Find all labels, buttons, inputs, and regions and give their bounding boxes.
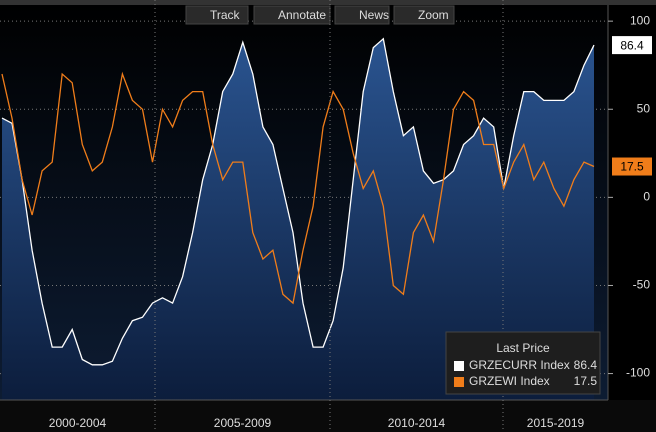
toolbar-label[interactable]: Annotate <box>278 8 326 22</box>
legend: Last Price GRZECURR Index 86.4 GRZEWI Index… <box>445 331 601 395</box>
last-price-tag <box>612 157 652 176</box>
last-price-label: 86.4 <box>620 38 644 52</box>
legend-title: Last Price <box>496 341 550 355</box>
top-bar <box>0 0 656 5</box>
toolbar-label[interactable]: Zoom <box>418 8 449 22</box>
toolbar-label[interactable]: Track <box>210 8 241 22</box>
y-tick-label: 0 <box>643 190 650 204</box>
y-tick-label: 100 <box>630 13 650 27</box>
legend-value: 86.4 <box>574 358 598 372</box>
legend-label: GRZECURR Index <box>469 358 570 372</box>
toolbar-label[interactable]: News <box>359 8 389 22</box>
toolbar-button[interactable] <box>185 5 249 25</box>
x-tick-label: 2015-2019 <box>527 416 585 430</box>
series-line <box>1 37 595 366</box>
series-line <box>1 71 595 305</box>
x-tick-label: 2010-2014 <box>388 416 446 430</box>
last-price-label: 17.5 <box>620 160 644 174</box>
series-area <box>2 38 594 401</box>
last-price-tag <box>612 36 652 55</box>
y-tick-label: -50 <box>633 278 651 292</box>
legend-label: GRZEWI Index <box>469 374 550 388</box>
legend-box <box>445 331 601 395</box>
x-tick-label: 2005-2009 <box>214 416 272 430</box>
legend-swatch <box>454 377 464 387</box>
legend-value: 17.5 <box>574 374 598 388</box>
y-tick-label: -100 <box>626 366 650 380</box>
toolbar-button[interactable] <box>253 5 331 25</box>
toolbar-button[interactable] <box>393 5 455 25</box>
x-axis-band <box>0 400 656 432</box>
y-tick-label: 50 <box>637 101 651 115</box>
legend-swatch <box>454 361 464 371</box>
x-tick-label: 2000-2004 <box>49 416 107 430</box>
toolbar-button[interactable] <box>334 5 390 25</box>
